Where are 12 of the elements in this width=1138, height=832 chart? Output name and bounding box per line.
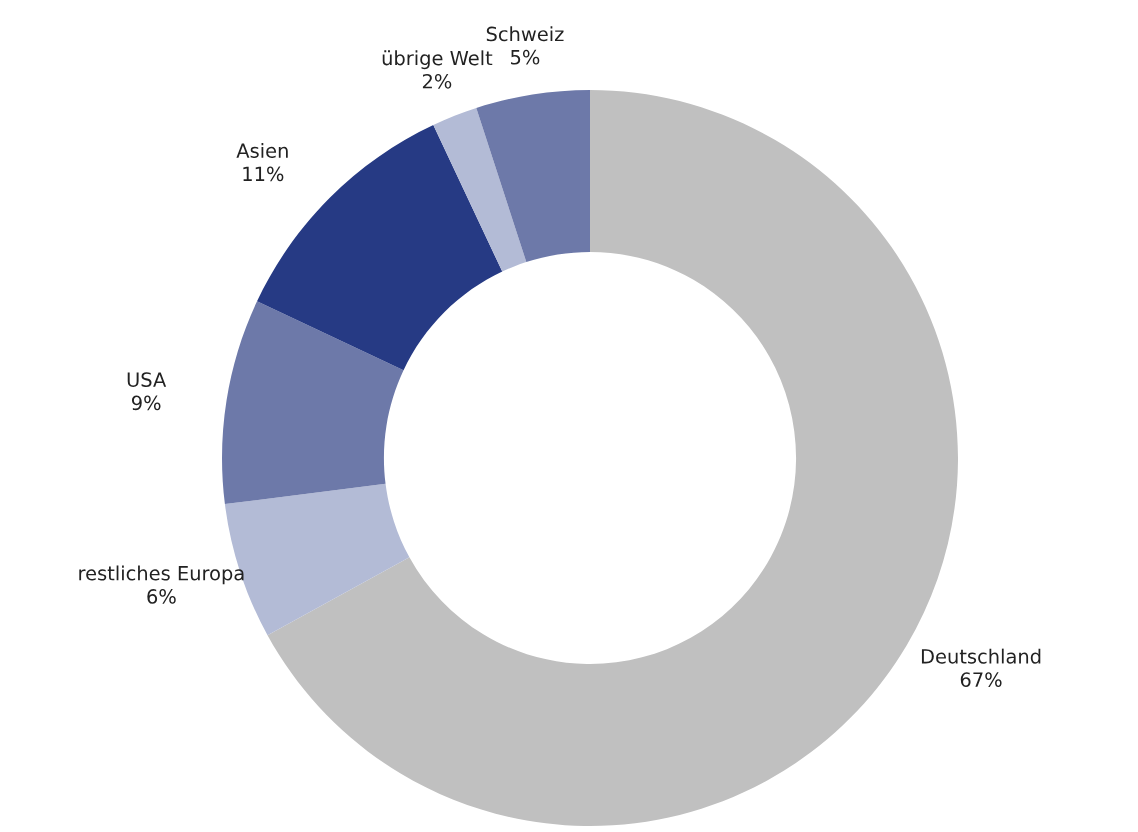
data-label: 11%: [243, 166, 284, 182]
data-label: 5%: [511, 49, 540, 65]
slice-label: Schweiz: [486, 26, 564, 42]
slice-label: übrige Welt: [382, 50, 493, 70]
data-label: 6%: [147, 589, 176, 604]
data-label: 9%: [131, 395, 161, 411]
slice-label: restliches Europa: [79, 565, 244, 585]
data-label: 67%: [960, 672, 1002, 687]
slice-label: Asien: [236, 142, 288, 158]
slice-label: USA: [127, 372, 167, 387]
data-label: 2%: [422, 73, 452, 89]
slice-label: Deutschland: [921, 648, 1041, 664]
